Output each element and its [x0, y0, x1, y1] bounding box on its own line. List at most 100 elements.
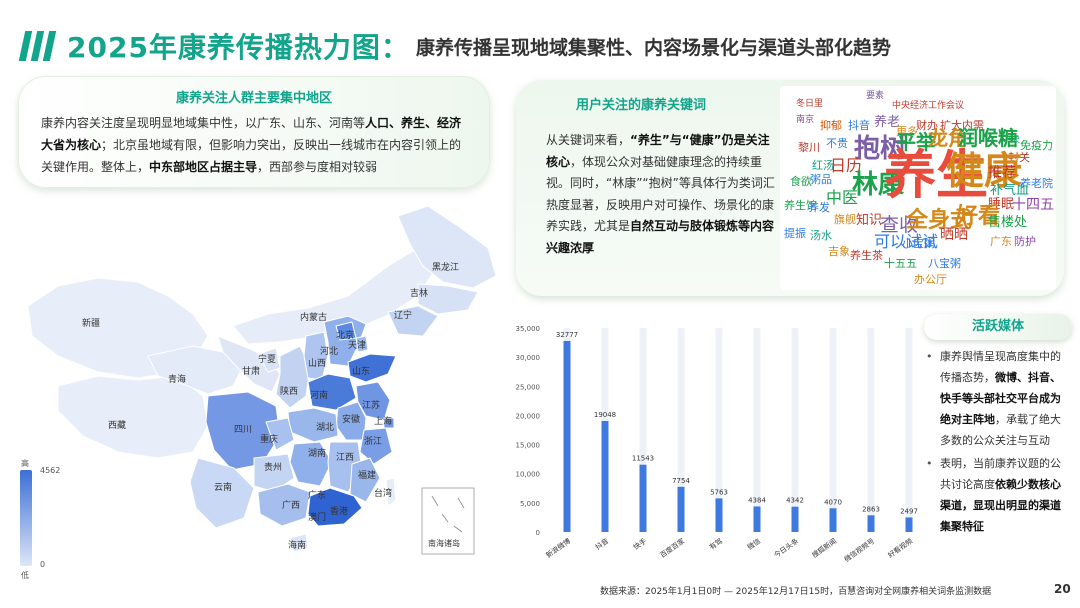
province-heilongjiang[interactable] — [397, 205, 497, 289]
media-bar-chart: 0 5,000 10,000 15,000 20,000 25,000 30,000 35,0… — [516, 325, 918, 564]
province-liaoning[interactable] — [387, 305, 439, 337]
province-chongqing[interactable] — [265, 417, 295, 451]
page-header: 2025年康养传播热力图： 康养传播呈现地域集聚性、内容场景化与渠道头部化趋势 — [18, 26, 891, 66]
keyword-13: 抱树 — [854, 134, 907, 164]
bar-value-label: 19048 — [594, 411, 616, 419]
keyword-29: 补气血 — [990, 183, 1030, 198]
map-label-1: 吉林 — [410, 287, 428, 299]
x-category-label: 今日头条 — [772, 536, 800, 559]
keyword-24: 健康 — [946, 149, 1023, 193]
map-label-15: 江苏 — [362, 399, 380, 411]
bar-value-label: 2497 — [900, 507, 918, 515]
x-category-label: 有驾 — [708, 536, 725, 551]
bar-background — [905, 328, 913, 532]
x-category-label: 百度百家 — [658, 536, 686, 559]
keyword-26: 养生馆 — [784, 199, 817, 212]
keyword-37: 睡眠 — [988, 197, 1015, 212]
bar-value-label: 5763 — [710, 488, 728, 496]
page-number: 20 — [1054, 582, 1071, 596]
page-title: 2025年康养传播热力图： — [67, 31, 410, 64]
bar-0 — [563, 340, 571, 532]
keyword-49: 晒晒 — [940, 227, 968, 243]
bar-value-label: 11543 — [632, 455, 654, 463]
province-yunnan[interactable] — [189, 457, 255, 529]
bar-1 — [601, 420, 609, 532]
province-qinghai[interactable] — [147, 345, 244, 395]
province-shanghai[interactable] — [383, 417, 395, 429]
province-tianjin[interactable] — [355, 335, 369, 353]
map-label-19: 安徽 — [342, 413, 360, 425]
keyword-19: 食欲 — [790, 175, 812, 188]
province-zhejiang[interactable] — [359, 427, 393, 465]
y-tick-label: 5,000 — [520, 500, 540, 508]
keyword-48: 八宝粥 — [928, 257, 961, 270]
keyword-45: 广东 — [990, 235, 1012, 248]
province-henan[interactable] — [307, 373, 357, 411]
province-gansu[interactable] — [217, 335, 281, 393]
region-panel: 康养关注人群主要集中地区 康养内容关注度呈现明显地域集中性，以广东、山东、河南等… — [18, 76, 490, 188]
bar-8 — [867, 515, 875, 532]
map-label-3: 内蒙古 — [300, 311, 327, 323]
province-taiwan[interactable] — [385, 477, 397, 507]
keyword-39: 汤水 — [810, 229, 832, 242]
bar-6 — [791, 506, 799, 532]
bar-2 — [639, 464, 647, 532]
y-tick-label: 30,000 — [516, 354, 541, 362]
bar-9 — [905, 517, 913, 532]
keyword-5: 抖音 — [848, 119, 870, 132]
keyword-7: 更多 — [896, 125, 918, 138]
map-label-0: 黑龙江 — [432, 261, 459, 273]
province-neimenggu[interactable] — [232, 247, 437, 345]
keyword-word-cloud: 冬日里 要素 中央经济工作会议 南京 抑郁 抖音 养老 更多 财办 扩大内需 中央 黎川 不贵 抱树 平举龙… — [780, 86, 1056, 290]
map-label-10: 甘肃 — [242, 365, 260, 377]
y-tick-label: 25,000 — [516, 383, 541, 391]
keyword-8: 财办 — [916, 119, 938, 132]
keyword-20: 红汤 — [812, 159, 834, 172]
title-bars-icon — [18, 31, 57, 61]
map-label-30: 台湾 — [374, 487, 392, 499]
province-hainan[interactable] — [289, 533, 309, 553]
x-category-label: 微信视频号 — [842, 536, 876, 563]
keyword-50: 办公厅 — [914, 273, 947, 286]
bar-background — [867, 328, 875, 532]
bar-background — [753, 328, 761, 532]
x-category-label: 微信 — [746, 536, 763, 551]
keyword-25: 推荐 — [988, 165, 1016, 181]
bar-background — [715, 328, 723, 532]
region-panel-text: 康养内容关注度呈现明显地域集中性，以广东、山东、河南等人口、养生、经济大省为核心… — [41, 116, 462, 174]
map-label-6: 天津 — [348, 340, 366, 351]
keyword-23: 养生 — [884, 146, 989, 206]
map-label-7: 河北 — [320, 345, 338, 357]
bar-value-label: 2863 — [862, 505, 880, 513]
map-label-26: 福建 — [358, 469, 376, 481]
map-label-9: 宁夏 — [258, 353, 276, 365]
legend-max-label: 4562 — [40, 466, 61, 475]
keyword-43: 好看 — [956, 204, 1001, 229]
map-label-4: 新疆 — [82, 317, 100, 329]
bar-value-label: 4070 — [824, 498, 842, 506]
province-guangdong[interactable] — [307, 487, 363, 527]
province-fujian[interactable] — [349, 457, 381, 503]
south-sea-inset — [421, 487, 475, 555]
province-shaanxi[interactable] — [275, 345, 311, 409]
province-hebei[interactable] — [323, 315, 367, 367]
x-category-label: 抖音 — [594, 536, 611, 551]
map-label-14: 河南 — [310, 389, 328, 401]
map-label-31: 香港 — [330, 505, 348, 517]
bar-7 — [829, 508, 837, 532]
keyword-4: 抑郁 — [820, 119, 842, 132]
province-jilin[interactable] — [417, 283, 479, 315]
y-tick-label: 10,000 — [516, 471, 541, 479]
province-guangxi[interactable] — [257, 483, 311, 527]
province-shandong[interactable] — [347, 353, 397, 383]
map-legend-bar — [20, 470, 32, 566]
keyword-46: 养生茶 — [850, 249, 883, 262]
keyword-12: 不贵 — [826, 137, 848, 150]
keyword-32: 养发 — [808, 201, 830, 214]
keyword-30: 养老院 — [1020, 177, 1053, 190]
map-label-34: 南海诸岛 — [428, 538, 460, 548]
bar-4 — [715, 498, 723, 532]
province-xizang[interactable] — [57, 375, 209, 459]
keyword-0: 冬日里 — [796, 99, 824, 109]
